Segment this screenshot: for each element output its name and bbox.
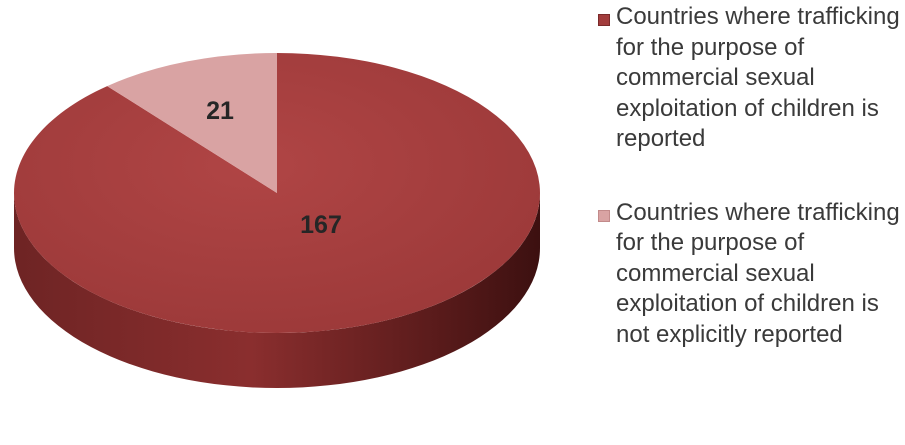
pie-side-walls — [14, 193, 540, 388]
legend-label-not-explicitly-reported: Countries where trafficking for the purp… — [616, 198, 900, 348]
legend-item-not-explicitly-reported: Countries where trafficking for the purp… — [598, 198, 903, 351]
data-label-0: 167 — [300, 211, 342, 239]
pie-data-labels: 167 21 — [206, 97, 342, 239]
legend-item-reported: Countries where trafficking for the purp… — [598, 2, 903, 155]
pie-slice-1 — [107, 53, 277, 193]
pie-chart: 167 21 — [13, 53, 540, 388]
legend: Countries where trafficking for the purp… — [598, 2, 903, 393]
pie-side-0 — [14, 193, 540, 388]
legend-label-reported: Countries where trafficking for the purp… — [616, 3, 900, 152]
pie-slices — [13, 53, 540, 333]
data-label-1: 21 — [206, 97, 234, 125]
legend-swatch-reported — [598, 14, 610, 26]
legend-swatch-not-explicitly-reported — [598, 209, 610, 222]
